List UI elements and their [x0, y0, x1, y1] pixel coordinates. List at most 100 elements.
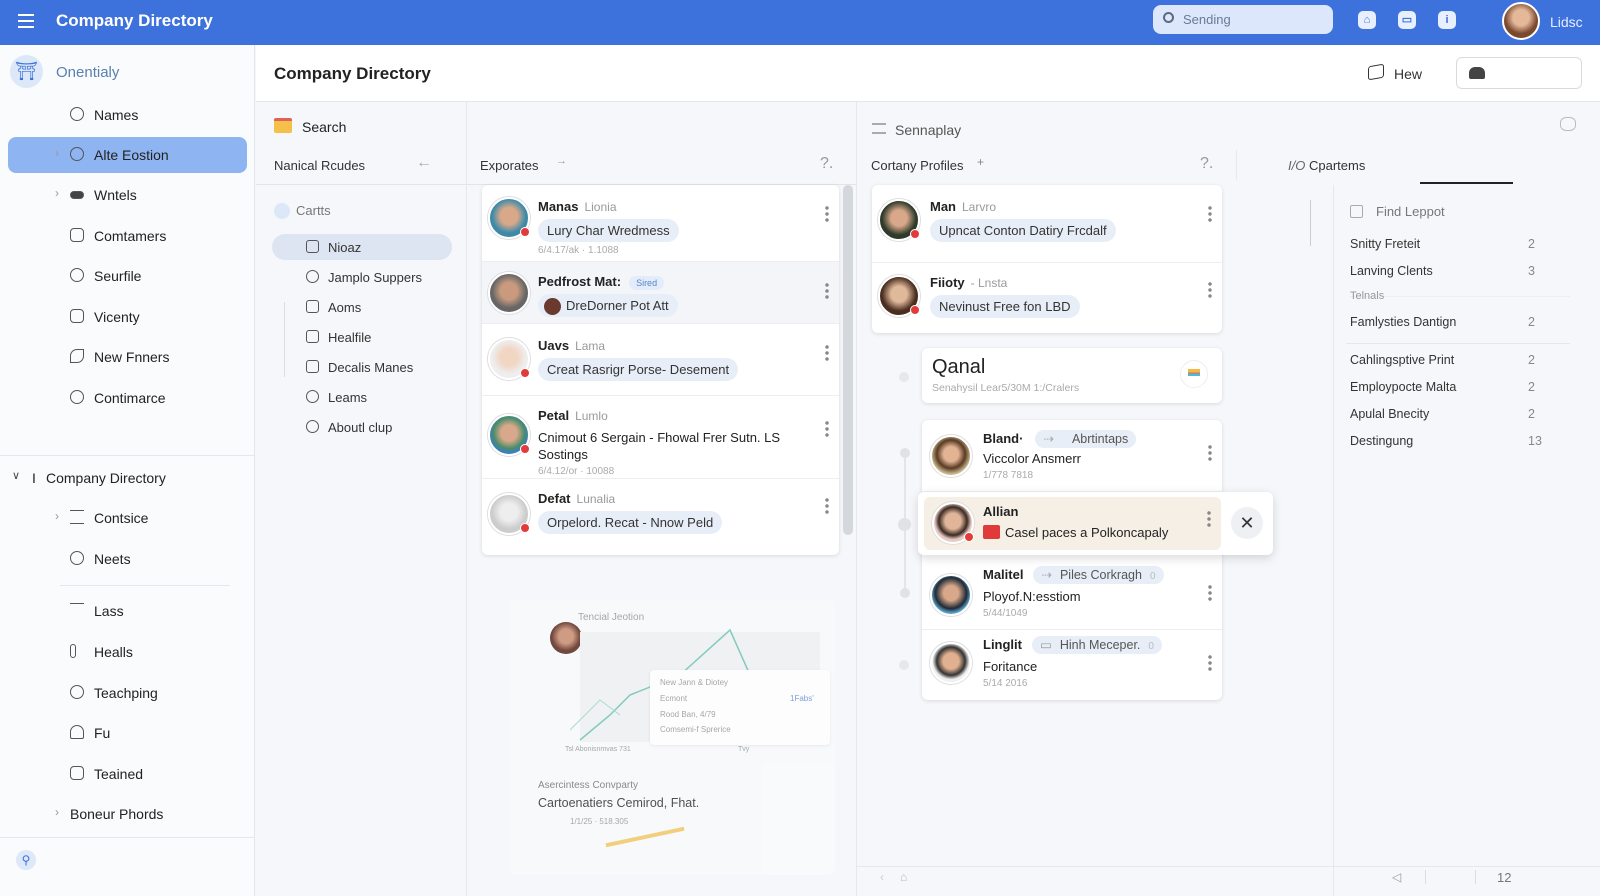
settings-icon[interactable]: ⚲ [16, 850, 36, 870]
layers-icon[interactable] [1368, 63, 1384, 81]
list-item[interactable]: Snitty Freteit 2 [1350, 237, 1535, 251]
tree-item[interactable]: Nioaz [272, 234, 452, 260]
sidebar-item-alte-eostion[interactable]: › Alte Eostion [8, 137, 247, 173]
tree-item[interactable]: Leams [306, 384, 486, 410]
sidebar-item-teained[interactable]: Teained [0, 756, 255, 792]
more-icon[interactable] [1208, 444, 1212, 462]
more-icon[interactable] [825, 420, 829, 438]
sidebar-item-seurfile[interactable]: Seurfile [0, 258, 255, 294]
close-box-icon [306, 240, 319, 253]
add-icon[interactable]: + [977, 155, 985, 169]
sidebar-item-wntels[interactable]: › Wntels [0, 177, 255, 213]
hew-button[interactable]: Hew [1394, 66, 1423, 82]
user-name[interactable]: Lidsc [1550, 14, 1583, 30]
gear-icon [70, 685, 84, 699]
list-item[interactable]: Manas Lionia Lury Char Wredmess 6/4.17/ak… [482, 185, 839, 262]
timeline-dot [899, 660, 909, 670]
selected-profile-card[interactable]: Allian Casel paces a Polkoncapaly ✕ [918, 492, 1273, 555]
list-item[interactable]: Bland· ⇢ Abrtintaps Viccolor Ansmerr 1/778… [922, 420, 1222, 492]
role-text: Casel paces a Polkoncapaly [1005, 525, 1169, 540]
list-item[interactable]: Apulal Bnecity 2 [1350, 407, 1535, 421]
section-company-directory[interactable]: ∨ I Company Directory [0, 460, 255, 496]
arrow-right-icon[interactable]: → [556, 155, 567, 167]
tree-item[interactable]: Jamplo Suppers [306, 264, 486, 290]
find-input[interactable]: Find Leppot [1376, 204, 1445, 219]
list-item[interactable]: Man Larvro Upncat Conton Datiry Frcdalf [872, 185, 1222, 263]
list-item[interactable]: Pedfrost Mat: Sired DreDorner Pot Att [482, 262, 839, 324]
help-icon[interactable]: ?. [820, 155, 834, 172]
people-filter-button[interactable] [1456, 57, 1582, 89]
column-title: Exporates [480, 158, 539, 173]
more-icon[interactable] [825, 344, 829, 362]
avatar [488, 338, 530, 380]
sidebar-item-vicenty[interactable]: Vicenty [0, 299, 255, 335]
list-item[interactable]: Linglit ▭ Hinh Meceper. 0 Foritance 5/14 20… [922, 630, 1222, 700]
help-icon[interactable]: ?. [1200, 155, 1214, 172]
tree-item[interactable]: Aboutl clup [306, 414, 486, 440]
close-icon[interactable]: ✕ [1231, 507, 1263, 539]
list-section-label: Telnals [1350, 290, 1385, 302]
sidebar-item-new-fnners[interactable]: New Fnners [0, 339, 255, 375]
scrollbar[interactable] [843, 185, 853, 535]
sidebar-item-label: Comtamers [94, 228, 167, 244]
user-avatar[interactable] [1502, 2, 1540, 40]
home-icon[interactable]: ⌂ [900, 870, 908, 884]
brand-logo-icon: ⛩ [10, 55, 43, 88]
list-item[interactable]: Defat Lunalia Orpelord. Recat - Nnow Peld [482, 479, 839, 555]
popup-line: Rood Ban, 4/79 [660, 710, 716, 719]
tab-cpartems[interactable]: I/O Cpartems [1288, 158, 1366, 173]
more-icon[interactable] [825, 497, 829, 515]
tree-item[interactable]: Healfile [306, 324, 486, 350]
chart-icon [274, 203, 290, 219]
more-icon[interactable] [1208, 281, 1212, 299]
sidebar-item-label: Wntels [94, 187, 137, 203]
sidebar-item-contsice[interactable]: › Contsice [0, 500, 255, 536]
tree-item[interactable]: Decalis Manes [306, 354, 486, 380]
sidebar-item-contimarce[interactable]: Contimarce [0, 380, 255, 416]
more-icon[interactable] [1207, 510, 1211, 528]
sidebar-item-healls[interactable]: Healls [0, 634, 255, 670]
home-icon[interactable]: ⌂ [1358, 11, 1376, 29]
more-icon[interactable] [1208, 205, 1212, 223]
tree-item[interactable]: Aoms [306, 294, 486, 320]
more-icon[interactable] [825, 282, 829, 300]
pin-icon [70, 644, 76, 658]
inbox-icon[interactable]: ▭ [1398, 11, 1416, 29]
sidebar-item-lass[interactable]: Lass [0, 593, 255, 629]
sidebar-item-names[interactable]: Names [0, 97, 255, 133]
list-item[interactable]: Petal Lumlo Cnimout 6 Sergain - Fhowal Fr… [482, 396, 839, 479]
sidebar-item-boneur-phords[interactable]: › Boneur Phords [0, 796, 255, 832]
avatar [930, 642, 972, 684]
more-icon[interactable] [1208, 584, 1212, 602]
more-icon[interactable] [1208, 654, 1212, 672]
sidebar-item-neets[interactable]: Neets [0, 541, 255, 577]
group-subtitle: Senahysil Lear5/30M 1:/Cralers [932, 382, 1080, 394]
sidebar-item-label: Healls [94, 644, 133, 660]
list-item[interactable]: Destingung 13 [1350, 434, 1542, 448]
connector-line [1310, 200, 1311, 246]
chevron-down-icon: ∨ [12, 470, 21, 482]
search-input[interactable]: Sending [1153, 5, 1333, 34]
tree-item-label: Jamplo Suppers [328, 270, 422, 285]
group-card[interactable]: Qanal Senahysil Lear5/30M 1:/Cralers [922, 348, 1222, 403]
menu-icon[interactable] [18, 14, 34, 28]
settings-icon[interactable] [1560, 117, 1576, 131]
bag-icon[interactable]: i [1438, 11, 1456, 29]
list-item[interactable]: Famlysties Dantign 2 [1350, 315, 1535, 329]
list-item[interactable]: Employpocte Malta 2 [1350, 380, 1535, 394]
megaphone-icon[interactable]: ◁ [1392, 870, 1402, 884]
sidebar-item-teachping[interactable]: Teachping [0, 675, 255, 711]
divider [256, 184, 856, 185]
list-item[interactable]: Uavs Lama Creat Rasrigr Porse- Desement [482, 324, 839, 396]
list-item[interactable]: Fiioty - Lnsta Nevinust Free fon LBD [872, 263, 1222, 333]
chevron-right-icon: › [55, 186, 59, 200]
more-icon[interactable] [825, 205, 829, 223]
sidebar-item-comtamers[interactable]: Comtamers [0, 218, 255, 254]
employee-name: Manas Lionia [538, 199, 617, 214]
list-item[interactable]: Malitel ⇢ Piles Corkragh 0 Ployof.N:esstiom… [922, 560, 1222, 630]
chevron-left-icon[interactable]: ‹ [880, 870, 884, 884]
sidebar-item-fu[interactable]: Fu [0, 715, 255, 751]
list-item[interactable]: Lanving Clents 3 [1350, 264, 1535, 278]
arrow-left-icon[interactable]: ← [416, 154, 432, 171]
list-item[interactable]: Cahlingsptive Print 2 [1350, 353, 1535, 367]
